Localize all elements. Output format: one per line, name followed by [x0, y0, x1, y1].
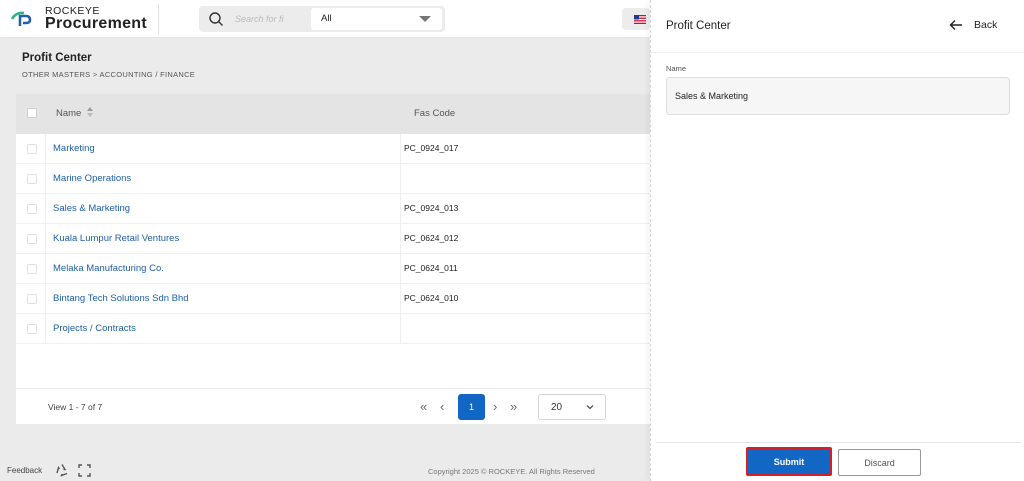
row-fas-code: PC_0924_013 — [404, 203, 459, 213]
select-all-checkbox[interactable] — [27, 108, 37, 118]
row-divider — [45, 134, 46, 164]
table-row[interactable]: Sales & Marketing PC_0924_013 — [16, 194, 650, 224]
table-row[interactable]: Bintang Tech Solutions Sdn Bhd PC_0624_0… — [16, 284, 650, 314]
current-page-button[interactable]: 1 — [458, 394, 485, 420]
row-divider — [45, 314, 46, 344]
panel-title: Profit Center — [666, 20, 731, 32]
row-name-link[interactable]: Projects / Contracts — [53, 323, 136, 334]
page-size-select[interactable]: 20 — [538, 394, 606, 420]
search-scope-select[interactable]: All — [311, 8, 442, 30]
pagination-bar: View 1 - 7 of 7 « ‹ 1 › » 20 — [16, 388, 650, 424]
column-divider — [400, 224, 401, 254]
panel-header: Profit Center Back — [651, 0, 1024, 53]
table-row[interactable]: Projects / Contracts — [16, 314, 650, 344]
column-divider — [400, 284, 401, 314]
first-page-button[interactable]: « — [420, 399, 428, 414]
row-fas-code: PC_0624_012 — [404, 233, 459, 243]
arrow-left-icon — [949, 20, 962, 30]
row-checkbox[interactable] — [27, 204, 37, 214]
breadcrumb: OTHER MASTERS > ACCOUNTING / FINANCE — [22, 70, 196, 79]
table-row[interactable]: Marine Operations — [16, 164, 650, 194]
row-fas-code: PC_0924_017 — [404, 143, 459, 153]
column-header-fas-code[interactable]: Fas Code — [414, 108, 456, 119]
last-page-button[interactable]: » — [510, 399, 518, 414]
row-checkbox[interactable] — [27, 234, 37, 244]
column-divider — [400, 164, 401, 194]
back-label: Back — [974, 19, 998, 31]
row-checkbox[interactable] — [27, 144, 37, 154]
profit-center-panel: Profit Center Back Name Submit Discard — [650, 0, 1024, 481]
main-content: Profit Center OTHER MASTERS > ACCOUNTING… — [0, 38, 650, 481]
table-row[interactable]: Kuala Lumpur Retail Ventures PC_0624_012 — [16, 224, 650, 254]
panel-footer: Submit Discard — [656, 442, 1021, 481]
copyright-text: Copyright 2025 © ROCKEYE. All Rights Res… — [428, 467, 595, 476]
recycle-icon[interactable] — [55, 463, 69, 477]
global-search: All — [199, 6, 445, 32]
row-name-link[interactable]: Marine Operations — [53, 173, 132, 184]
page-title: Profit Center — [22, 52, 92, 64]
brand-name: ROCKEYE — [45, 5, 100, 17]
brand-product: Procurement — [45, 15, 147, 32]
row-checkbox[interactable] — [27, 264, 37, 274]
name-field[interactable] — [666, 77, 1010, 115]
row-checkbox[interactable] — [27, 324, 37, 334]
row-fas-code: PC_0624_011 — [404, 263, 458, 273]
prev-page-button[interactable]: ‹ — [440, 399, 445, 414]
discard-button[interactable]: Discard — [838, 449, 921, 476]
rockeye-logo-icon — [10, 11, 32, 26]
profit-center-table: Name Fas Code Marketing PC_0924_017 Mari… — [16, 94, 650, 424]
us-flag-icon — [634, 15, 646, 24]
row-fas-code: PC_0624_010 — [404, 293, 459, 303]
search-icon[interactable] — [208, 11, 224, 27]
row-checkbox[interactable] — [27, 294, 37, 304]
search-scope-value: All — [321, 13, 332, 24]
row-divider — [45, 284, 46, 314]
table-row[interactable]: Melaka Manufacturing Co. PC_0624_011 — [16, 254, 650, 284]
page-size-value: 20 — [551, 402, 563, 413]
row-name-link[interactable]: Marketing — [53, 143, 95, 154]
feedback-link[interactable]: Feedback — [7, 466, 43, 475]
column-divider — [400, 194, 401, 224]
row-divider — [45, 194, 46, 224]
search-input[interactable] — [235, 11, 305, 27]
table-body: Marketing PC_0924_017 Marine Operations … — [16, 134, 650, 344]
row-name-link[interactable]: Bintang Tech Solutions Sdn Bhd — [53, 293, 189, 304]
table-row[interactable]: Marketing PC_0924_017 — [16, 134, 650, 164]
row-name-link[interactable]: Kuala Lumpur Retail Ventures — [53, 233, 180, 244]
next-page-button[interactable]: › — [493, 399, 498, 414]
table-header: Name Fas Code — [16, 94, 650, 134]
row-divider — [45, 224, 46, 254]
back-button[interactable]: Back — [949, 16, 1009, 36]
name-field-label: Name — [666, 64, 687, 73]
view-count: View 1 - 7 of 7 — [48, 402, 103, 412]
column-divider — [400, 314, 401, 344]
language-button[interactable] — [622, 8, 650, 30]
column-divider — [400, 134, 401, 164]
column-header-name[interactable]: Name — [56, 108, 82, 119]
row-name-link[interactable]: Sales & Marketing — [53, 203, 131, 214]
submit-button[interactable]: Submit — [746, 447, 832, 476]
row-divider — [45, 164, 46, 194]
expand-icon[interactable] — [78, 464, 91, 477]
caret-down-icon — [419, 16, 431, 22]
sort-icon[interactable] — [87, 107, 93, 117]
row-divider — [45, 254, 46, 284]
row-checkbox[interactable] — [27, 174, 37, 184]
row-name-link[interactable]: Melaka Manufacturing Co. — [53, 263, 164, 274]
column-divider — [400, 254, 401, 284]
chevron-down-icon — [586, 405, 594, 410]
brand-divider — [158, 4, 159, 34]
